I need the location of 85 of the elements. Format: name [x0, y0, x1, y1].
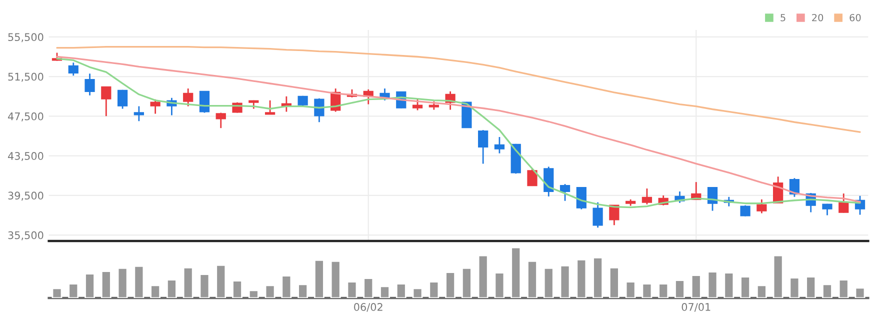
candlestick [740, 204, 750, 217]
bar [150, 284, 161, 298]
candlestick [134, 106, 144, 122]
candlestick [642, 188, 652, 206]
bar [592, 256, 603, 298]
bar [707, 271, 718, 298]
bar [134, 266, 144, 298]
bar [314, 259, 324, 298]
bar [494, 272, 505, 298]
bar [68, 283, 79, 298]
candlestick [84, 72, 95, 96]
y-tick-label: 43,500 [8, 152, 44, 161]
candlestick [560, 183, 570, 202]
bar [478, 254, 488, 298]
candlestick [592, 202, 603, 228]
bar [232, 280, 242, 298]
bar [658, 283, 669, 298]
y-tick-label: 55,500 [8, 33, 44, 42]
bar [740, 276, 750, 298]
y-tick-label: 47,500 [8, 112, 44, 122]
bar [248, 290, 259, 298]
x-tick-label: 07/01 [682, 303, 710, 312]
bar [510, 246, 522, 298]
bar [100, 270, 112, 298]
bar [690, 274, 702, 298]
bar [461, 268, 472, 298]
candlestick [216, 112, 226, 129]
bar [445, 272, 456, 298]
candlestick [527, 167, 538, 187]
bar [543, 268, 554, 298]
bar [642, 283, 652, 298]
candlestick [576, 186, 586, 210]
bar [724, 272, 734, 298]
y-tick-label: 51,500 [8, 72, 44, 82]
bar [789, 277, 800, 298]
bar [117, 268, 128, 298]
candlestick [838, 192, 849, 214]
bar [363, 278, 374, 298]
bar [281, 275, 292, 298]
candlestick [412, 98, 423, 111]
bar [199, 274, 210, 298]
legend-label: 5 [780, 14, 786, 22]
bar [166, 279, 177, 298]
candlestick [494, 136, 505, 154]
candlestick [264, 100, 276, 115]
bar [396, 283, 406, 298]
candlestick [478, 129, 488, 164]
candlestick [756, 198, 767, 214]
bar [806, 276, 816, 298]
y-tick-label: 39,500 [8, 192, 44, 201]
x-tick-label: 06/02 [354, 303, 382, 312]
candlestick [707, 186, 718, 212]
y-tick-label: 35,500 [8, 231, 44, 240]
bar [527, 260, 538, 298]
legend-label: 20 [812, 14, 824, 22]
line-series [56, 46, 861, 133]
bar [756, 284, 767, 298]
bar [412, 288, 423, 298]
bar [576, 258, 587, 298]
bar [298, 284, 308, 298]
candlestick [68, 62, 78, 76]
bar [428, 281, 440, 298]
bar [182, 267, 194, 298]
bar [52, 288, 62, 298]
bar [772, 254, 784, 298]
bar [346, 281, 358, 298]
bar [84, 273, 95, 298]
candlestick [544, 166, 554, 198]
bar [216, 264, 226, 298]
bar [625, 281, 636, 298]
candlestick [183, 88, 194, 107]
bar [264, 284, 276, 298]
bar [838, 279, 849, 298]
bar [330, 260, 341, 298]
bar [854, 287, 866, 298]
candlestick [314, 98, 324, 123]
bar [380, 286, 390, 298]
bar [674, 280, 685, 298]
candlestick [117, 89, 128, 110]
candlestick [101, 86, 112, 117]
candlestick [150, 98, 160, 114]
bar [560, 265, 570, 298]
legend-label: 60 [850, 14, 861, 22]
bar [608, 267, 620, 298]
bar [822, 284, 832, 298]
